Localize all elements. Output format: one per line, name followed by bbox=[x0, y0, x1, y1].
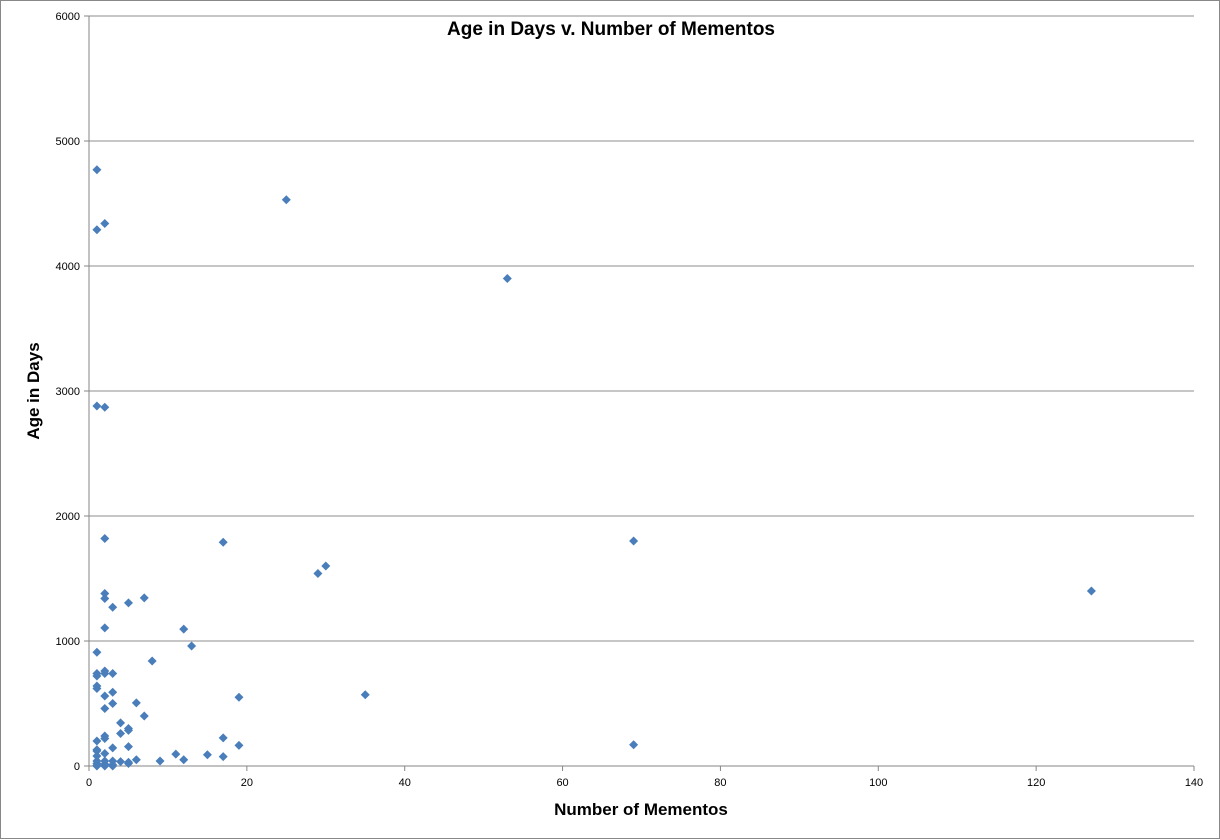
tick-labels: 0 1000 2000 3000 4000 5000 6000 0 20 40 60 80 100 120… bbox=[56, 11, 1204, 789]
data-point bbox=[629, 740, 639, 750]
data-point bbox=[92, 647, 102, 657]
data-point bbox=[179, 624, 189, 634]
x-tick-label: 140 bbox=[1185, 777, 1203, 789]
data-point bbox=[116, 757, 126, 767]
data-point bbox=[360, 690, 370, 700]
data-point bbox=[218, 752, 228, 762]
data-point bbox=[218, 537, 228, 547]
x-tick-label: 40 bbox=[399, 777, 411, 789]
data-point bbox=[147, 656, 157, 666]
y-axis-title: Age in Days bbox=[24, 342, 43, 439]
data-point bbox=[92, 684, 102, 693]
data-point bbox=[100, 402, 110, 412]
x-tick-label: 80 bbox=[714, 777, 726, 789]
data-point bbox=[155, 756, 165, 766]
data-point bbox=[123, 742, 133, 752]
data-point bbox=[313, 569, 323, 578]
data-point bbox=[234, 692, 244, 702]
data-point bbox=[116, 729, 126, 738]
x-tick-label: 20 bbox=[241, 777, 253, 789]
chart-title: Age in Days v. Number of Mementos bbox=[447, 19, 775, 40]
data-point bbox=[100, 761, 110, 771]
data-point bbox=[108, 761, 118, 771]
data-point bbox=[92, 225, 102, 235]
data-point bbox=[108, 743, 118, 753]
data-point bbox=[92, 751, 102, 761]
data-point bbox=[92, 736, 102, 746]
y-tick-label: 5000 bbox=[56, 136, 80, 148]
data-point bbox=[92, 165, 102, 175]
x-tick-label: 100 bbox=[869, 777, 887, 789]
x-axis-title: Number of Mementos bbox=[554, 800, 728, 819]
x-tick-label: 60 bbox=[556, 777, 568, 789]
data-point bbox=[108, 669, 118, 678]
data-point bbox=[139, 711, 149, 721]
data-point bbox=[202, 750, 212, 760]
data-point bbox=[100, 594, 110, 603]
data-point bbox=[131, 755, 141, 765]
data-point bbox=[100, 749, 110, 758]
data-point bbox=[100, 669, 110, 678]
data-point bbox=[92, 761, 102, 771]
data-point bbox=[100, 589, 110, 598]
data-point bbox=[100, 704, 110, 713]
y-tick-label: 3000 bbox=[56, 386, 80, 398]
data-point bbox=[92, 746, 102, 756]
data-point bbox=[218, 733, 228, 743]
data-point bbox=[92, 671, 102, 681]
data-point bbox=[123, 598, 133, 608]
data-point bbox=[100, 691, 110, 701]
y-tick-label: 2000 bbox=[56, 511, 80, 523]
data-point bbox=[123, 725, 133, 735]
x-tick-label: 120 bbox=[1027, 777, 1045, 789]
data-point bbox=[108, 602, 118, 612]
data-points bbox=[92, 165, 1096, 771]
data-point bbox=[108, 699, 118, 708]
data-point bbox=[234, 740, 244, 750]
data-point bbox=[1086, 586, 1096, 596]
data-point bbox=[171, 749, 181, 759]
data-point bbox=[139, 593, 149, 603]
data-point bbox=[100, 534, 110, 543]
data-point bbox=[92, 401, 102, 411]
data-point bbox=[131, 698, 141, 708]
data-point bbox=[179, 755, 189, 765]
data-point bbox=[100, 623, 110, 633]
data-point bbox=[321, 561, 331, 571]
data-point bbox=[187, 641, 197, 651]
y-tick-label: 4000 bbox=[56, 261, 80, 273]
y-tick-label: 0 bbox=[74, 761, 80, 773]
data-point bbox=[502, 274, 512, 283]
data-point bbox=[100, 734, 110, 743]
data-point bbox=[281, 195, 291, 205]
y-tick-label: 1000 bbox=[56, 636, 80, 648]
y-tick-label: 6000 bbox=[56, 11, 80, 23]
data-point bbox=[629, 536, 639, 546]
x-tick-label: 0 bbox=[86, 777, 92, 789]
data-point bbox=[100, 219, 110, 228]
axes bbox=[84, 15, 1195, 771]
gridlines bbox=[89, 15, 1194, 642]
data-point bbox=[108, 687, 118, 697]
data-point bbox=[123, 759, 133, 768]
data-point bbox=[116, 718, 126, 728]
